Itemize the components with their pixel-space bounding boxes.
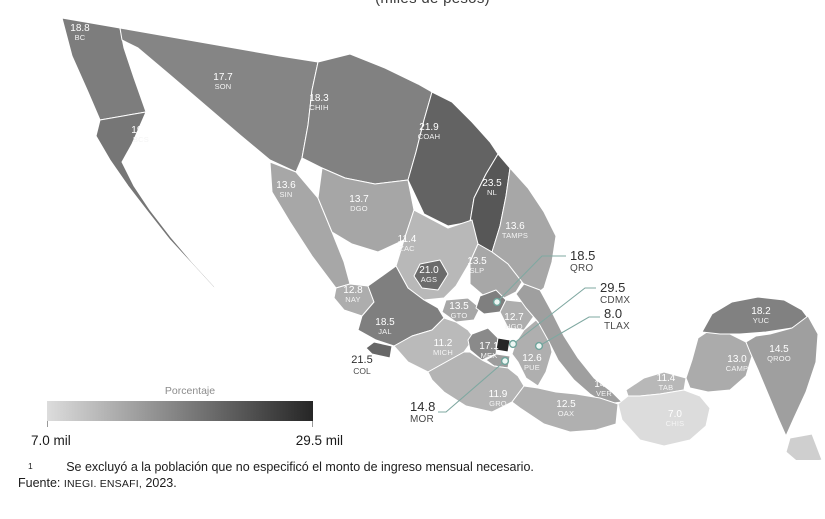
label-hgo: 12.7 HGO — [504, 312, 524, 331]
state-ags-shape — [413, 259, 449, 291]
label-pue: 12.6 PUE — [522, 353, 542, 372]
label-nay: 12.8 NAY — [343, 285, 363, 304]
label-oax: 12.5 OAX — [556, 399, 576, 418]
state-ver-shape — [515, 283, 623, 405]
state-gto-shape — [441, 297, 481, 323]
source-line: Fuente: INEGI. ENSAFI, 2023. — [18, 476, 817, 490]
marker-mor — [500, 356, 510, 366]
label-sin: 13.6 SIN — [276, 180, 296, 199]
label-bcs: 19.6 BCS — [131, 125, 151, 144]
legend-max-label: 29.5 mil — [295, 433, 343, 448]
state-qroo-shape — [745, 315, 819, 437]
state-slp-shape — [469, 243, 523, 301]
source-year: 2023. — [145, 476, 177, 490]
callout-line-tlax — [538, 316, 600, 347]
label-nl: 23.5 NL — [482, 178, 502, 197]
label-gro: 11.9 GRO — [489, 389, 508, 408]
callout-line-cdmx — [512, 287, 596, 345]
legend-title: Porcentaje — [164, 385, 216, 397]
source-agency: INEGI. ENSAFI, — [63, 478, 142, 490]
label-chih: 18.3 CHIH — [309, 93, 329, 112]
label-tamps: 13.6 TAMPS — [502, 221, 528, 240]
label-yuc: 18.2 YUC — [751, 306, 771, 325]
legend-gradient — [47, 401, 313, 421]
label-chis: 7.0 CHIS — [666, 409, 685, 428]
label-qro: 18.5 QRO — [570, 248, 595, 274]
label-ver: 14.6 VER — [594, 379, 614, 398]
label-zac: 11.4 ZAC — [398, 234, 417, 253]
legend-tick-max — [312, 421, 313, 427]
label-cdmx: 29.5 CDMX — [600, 280, 630, 306]
label-jal: 18.5 JAL — [375, 317, 395, 336]
footnote-text: Se excluyó a la población que no especif… — [66, 460, 534, 474]
legend-tick-min — [47, 421, 48, 427]
callout-lines — [438, 255, 600, 413]
label-mor: 14.8 MOR — [410, 399, 435, 425]
label-tlax: 8.0 TLAX — [604, 306, 630, 332]
marker-cdmx — [508, 339, 518, 349]
state-chis-shape — [617, 389, 711, 447]
label-son: 17.7 SON — [213, 72, 233, 91]
marker-qro — [492, 297, 502, 307]
label-mich: 11.2 MICH — [433, 338, 453, 357]
label-qroo: 14.5 QROO — [767, 344, 791, 363]
label-mex: 17.1 MEX — [479, 341, 499, 360]
state-cdmx-shape — [495, 337, 511, 353]
state-labels: 18.8 BC 17.7 SON 19.6 BCS 18.3 CHIH 21.9 COAH 23.5… — [70, 23, 791, 428]
state-oax-shape — [511, 385, 619, 433]
label-gto: 13.5 GTO — [449, 301, 469, 320]
footnote: 1 Se excluyó a la población que no espec… — [18, 460, 817, 474]
legend: Porcentaje 7.0 mil 29.5 mil — [31, 385, 343, 448]
state-col-shape — [365, 341, 393, 359]
callout-line-mor — [438, 360, 506, 413]
label-bc: 18.8 BC — [70, 23, 90, 42]
map-fragment-southeast — [785, 433, 823, 460]
callout-line-qro — [496, 255, 566, 303]
state-gro-shape — [427, 351, 525, 413]
figure-footer: 1 Se excluyó a la población que no espec… — [18, 460, 817, 490]
state-shapes — [61, 17, 823, 460]
label-camp: 13.0 CAMP — [726, 354, 748, 373]
label-dgo: 13.7 DGO — [349, 194, 369, 213]
legend-bar — [47, 401, 313, 427]
label-ags: 21.0 AGS — [419, 265, 439, 284]
footnote-marker: 1 — [28, 461, 33, 471]
label-coah: 21.9 COAH — [418, 122, 440, 141]
legend-min-label: 7.0 mil — [31, 433, 71, 448]
label-tab: 11.4 TAB — [657, 373, 676, 392]
state-yuc-shape — [701, 296, 809, 335]
mexico-map: 18.8 BC 17.7 SON 19.6 BCS 18.3 CHIH 21.9 COAH 23.5… — [61, 17, 823, 460]
state-mex-shape — [467, 327, 499, 361]
label-col: 21.5 COL — [351, 354, 372, 376]
state-bcs-shape — [95, 111, 230, 310]
state-son-shape — [119, 27, 319, 173]
label-slp: 13.5 SLP — [467, 256, 487, 275]
source-label: Fuente: — [18, 476, 61, 490]
marker-tlax — [534, 341, 544, 351]
figure-title: (miles de pesos) — [40, 0, 825, 7]
